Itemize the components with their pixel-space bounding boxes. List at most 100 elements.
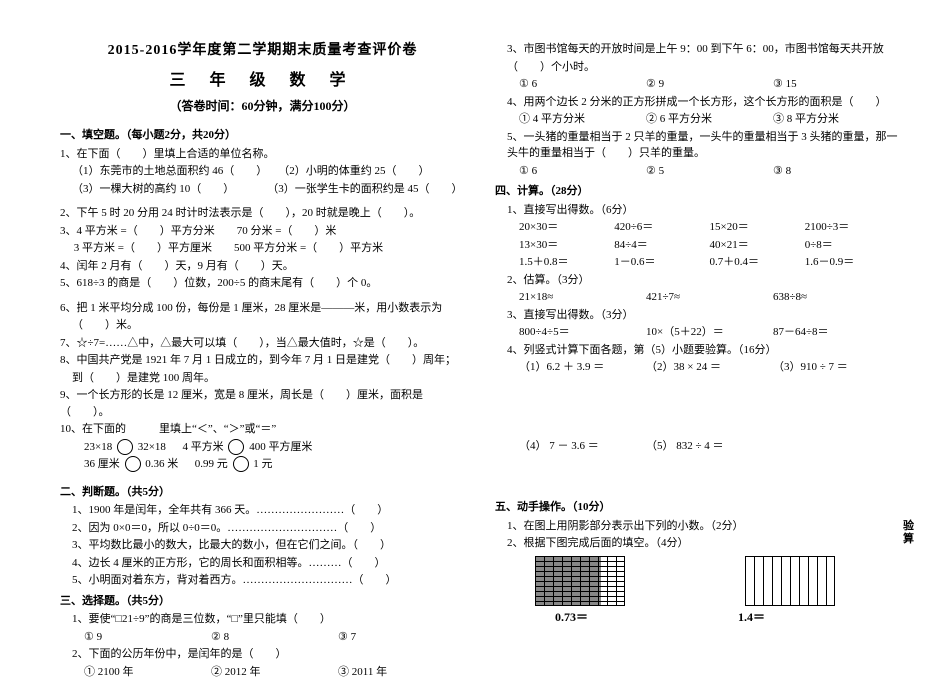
q1-6: 6、把 1 米平均分成 100 份，每份是 1 厘米，28 厘米是———米，用小… <box>60 300 465 317</box>
section-5-head: 五、动手操作。（10分） <box>495 499 900 516</box>
work-space <box>495 455 900 495</box>
exam-subject: 三 年 级 数 学 <box>60 67 465 95</box>
q3-3b: （ ）个小时。 <box>495 59 900 76</box>
calc: 800÷4÷5＝ <box>519 324 646 341</box>
q1-10-row1: 23×18 32×18 4 平方米 400 平方厘米 <box>60 439 465 456</box>
s5-q1: 1、在图上用阴影部分表示出下列的小数。（2分） <box>495 518 900 535</box>
blank-circle-icon <box>228 439 244 455</box>
blank-circle-icon <box>233 456 249 472</box>
spacer <box>60 198 465 204</box>
q3-2-opt3: ③ 2011 年 <box>338 664 465 681</box>
grid-14 <box>745 556 835 606</box>
blank-circle-icon <box>125 456 141 472</box>
calc: 21×18≈ <box>519 289 646 306</box>
q3-5-opt1: ① 6 <box>519 163 646 180</box>
q10d-right: 1 元 <box>253 458 272 470</box>
section-3-head: 三、选择题。（共5分） <box>60 593 465 610</box>
calc: 0÷8＝ <box>805 237 900 254</box>
q10c-right: 0.36 米 <box>145 458 178 470</box>
q3-2: 2、下面的公历年份中，是闰年的是（ ） <box>60 646 465 663</box>
q1-1a: （1）东莞市的土地总面积约 46（ ） （2）小明的体重约 25（ ） <box>60 163 465 180</box>
q3-1-opt2: ② 8 <box>211 629 338 646</box>
s4-p1: 1、直接写出得数。（6分） <box>495 202 900 219</box>
q2-1: 1、1900 年是闰年，全年共有 366 天。……………………（ ） <box>60 502 465 519</box>
s4-p1-row1: 20×30＝ 420÷6＝ 15×20＝ 2100÷3＝ <box>495 219 900 236</box>
q1-10: 10、在下面的 里填上“＜”、“＞”或“＝” <box>60 421 465 438</box>
grid2-label: 1.4＝ <box>738 608 765 626</box>
s4-p1-row3: 1.5＋0.8＝ 1－0.6＝ 0.7＋0.4＝ 1.6－0.9＝ <box>495 254 900 271</box>
q3-1-opt1: ① 9 <box>84 629 211 646</box>
calc: 638÷8≈ <box>773 289 900 306</box>
verify-label: 验算 <box>903 520 915 546</box>
q1-8b: 到（ ）是建党 100 周年。 <box>60 370 465 387</box>
calc: （1）6.2 ＋ 3.9 ＝ <box>519 359 646 376</box>
q3-3-opt3: ③ 15 <box>773 76 900 93</box>
s4-p4-row2: （4） 7 － 3.6 ＝ （5） 832 ÷ 4 ＝ <box>495 438 900 455</box>
q3-5-opt3: ③ 8 <box>773 163 900 180</box>
q3-1-opts: ① 9 ② 8 ③ 7 <box>60 629 465 646</box>
calc: 2100÷3＝ <box>805 219 900 236</box>
calc: 1－0.6＝ <box>614 254 709 271</box>
blank-circle-icon <box>117 439 133 455</box>
q1-3: 3、4 平方米 =（ ）平方分米 70 分米 =（ ）米 <box>60 223 465 240</box>
s4-p2-row: 21×18≈ 421÷7≈ 638÷8≈ <box>495 289 900 306</box>
q3-4: 4、用两个边长 2 分米的正方形拼成一个长方形，这个长方形的面积是（ ） <box>495 94 900 111</box>
q2-4: 4、边长 4 厘米的正方形，它的周长和面积相等。………（ ） <box>60 555 465 572</box>
q2-2: 2、因为 0×0＝0，所以 0÷0＝0。…………………………（ ） <box>60 520 465 537</box>
section-4-head: 四、计算。（28分） <box>495 183 900 200</box>
q10b-left: 4 平方米 <box>182 441 223 453</box>
q3-1: 1、要使“□21÷9”的商是三位数，“□”里只能填（ ） <box>60 611 465 628</box>
s4-p4-row1: （1）6.2 ＋ 3.9 ＝ （2）38 × 24 ＝ （3）910 ÷ 7 ＝ <box>495 359 900 376</box>
s4-p1-row2: 13×30＝ 84÷4＝ 40×21＝ 0÷8＝ <box>495 237 900 254</box>
q3-3: 3、市图书馆每天的开放时间是上午 9：00 到下午 6：00，市图书馆每天共开放 <box>495 41 900 58</box>
q3-4-opt2: ② 6 平方分米 <box>646 111 773 128</box>
calc: 87－64÷8＝ <box>773 324 900 341</box>
q1-10-row2: 36 厘米 0.36 米 0.99 元 1 元 <box>60 456 465 473</box>
grid1-label: 0.73＝ <box>555 608 588 626</box>
q10b-right: 400 平方厘米 <box>249 441 312 453</box>
q1-2: 2、下午 5 时 20 分用 24 时计时法表示是（ ），20 时就是晚上（ ）… <box>60 205 465 222</box>
s4-p3-row: 800÷4÷5＝ 10×（5＋22）＝ 87－64÷8＝ <box>495 324 900 341</box>
exam-title: 2015-2016学年度第二学期期末质量考查评价卷 <box>60 40 465 67</box>
q3-1-opt3: ③ 7 <box>338 629 465 646</box>
q10c-left: 36 厘米 <box>84 458 120 470</box>
q2-5: 5、小明面对着东方，背对着西方。…………………………（ ） <box>60 572 465 589</box>
calc: 15×20＝ <box>710 219 805 236</box>
calc: 13×30＝ <box>519 237 614 254</box>
exam-meta: （答卷时间：60分钟，满分100分） <box>60 95 465 123</box>
verify-text: 验算 <box>903 520 915 546</box>
s5-q2: 2、根据下图完成后面的填空。（4分） <box>495 535 900 552</box>
calc: 1.6－0.9＝ <box>805 254 900 271</box>
q3-2-opt1: ① 2100 年 <box>84 664 211 681</box>
q10a-left: 23×18 <box>84 441 112 453</box>
q3-4-opts: ① 4 平方分米 ② 6 平方分米 ③ 8 平方分米 <box>495 111 900 128</box>
calc: 84÷4＝ <box>614 237 709 254</box>
calc: 40×21＝ <box>710 237 805 254</box>
section-2-head: 二、判断题。（共5分） <box>60 484 465 501</box>
calc: 10×（5＋22）＝ <box>646 324 773 341</box>
work-space <box>495 377 900 437</box>
q1-4: 4、闰年 2 月有（ ）天，9 月有（ ）天。 <box>60 258 465 275</box>
q3-4-opt3: ③ 8 平方分米 <box>773 111 900 128</box>
q1-3b: 3 平方米 =（ ）平方厘米 500 平方分米 =（ ）平方米 <box>60 240 465 257</box>
calc: （5） 832 ÷ 4 ＝ <box>646 438 900 455</box>
right-column: 3、市图书馆每天的开放时间是上午 9：00 到下午 6：00，市图书馆每天共开放… <box>480 40 900 668</box>
calc: 421÷7≈ <box>646 289 773 306</box>
q1-7: 7、☆÷7=……△中，△最大可以填（ ），当△最大值时，☆是（ ）。 <box>60 335 465 352</box>
left-column: 2015-2016学年度第二学期期末质量考查评价卷 三 年 级 数 学 （答卷时… <box>60 40 480 668</box>
calc: （3）910 ÷ 7 ＝ <box>773 359 900 376</box>
q1-8: 8、中国共产党是 1921 年 7 月 1 日成立的，到今年 7 月 1 日是建… <box>60 352 465 369</box>
decimal-grids <box>495 556 900 606</box>
calc: 1.5＋0.8＝ <box>519 254 614 271</box>
spacer <box>60 474 465 480</box>
grid-labels: 0.73＝ 1.4＝ <box>495 608 900 626</box>
q3-5: 5、一头猪的重量相当于 2 只羊的重量，一头牛的重量相当于 3 头猪的重量，那一… <box>495 129 900 162</box>
s4-p3: 3、直接写出得数。（3分） <box>495 307 900 324</box>
q1-1: 1、在下面（ ）里填上合适的单位名称。 <box>60 146 465 163</box>
q2-3: 3、平均数比最小的数大，比最大的数小，但在它们之间。（ ） <box>60 537 465 554</box>
calc: （4） 7 － 3.6 ＝ <box>519 438 646 455</box>
section-1-head: 一、填空题。（每小题2分，共20分） <box>60 127 465 144</box>
q3-3-opts: ① 6 ② 9 ③ 15 <box>495 76 900 93</box>
q1-9: 9、一个长方形的长是 12 厘米，宽是 8 厘米，周长是（ ）厘米，面积是（ ）… <box>60 387 465 420</box>
q10a-right: 32×18 <box>138 441 166 453</box>
